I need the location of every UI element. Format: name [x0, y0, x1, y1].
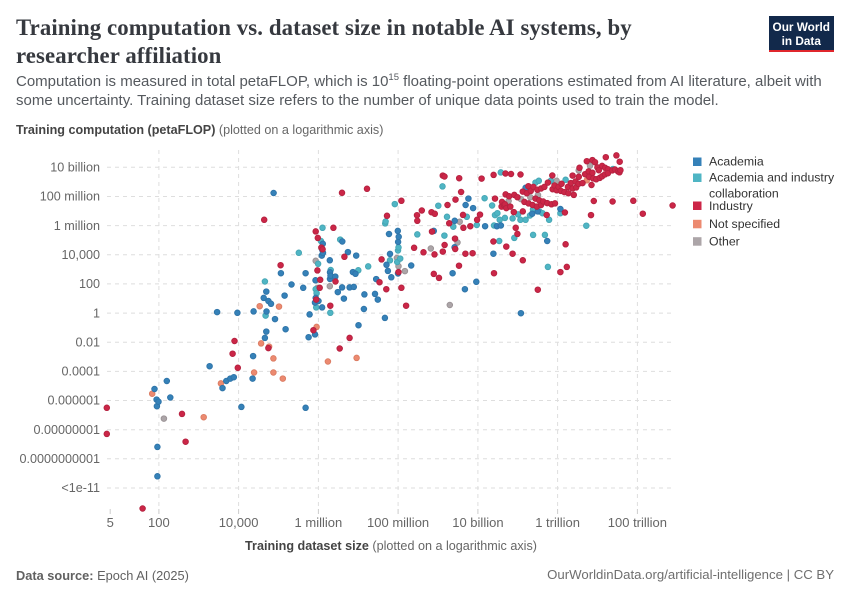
svg-text:10,000: 10,000: [219, 515, 259, 530]
svg-text:0.01: 0.01: [75, 335, 100, 349]
svg-text:<1e-11: <1e-11: [61, 481, 100, 495]
svg-text:0.000001: 0.000001: [47, 394, 100, 408]
svg-text:collaboration: collaboration: [709, 187, 779, 201]
svg-text:Industry: Industry: [709, 199, 754, 213]
svg-text:10 billion: 10 billion: [50, 161, 100, 175]
svg-text:100 million: 100 million: [40, 190, 100, 204]
svg-text:1 million: 1 million: [295, 515, 343, 530]
svg-text:100 trillion: 100 trillion: [608, 515, 667, 530]
svg-text:0.0000000001: 0.0000000001: [19, 452, 100, 466]
svg-text:1 trillion: 1 trillion: [535, 515, 580, 530]
svg-text:Not specified: Not specified: [709, 217, 780, 231]
svg-text:Other: Other: [709, 235, 740, 249]
svg-text:100: 100: [79, 277, 100, 291]
svg-text:1 million: 1 million: [54, 219, 100, 233]
svg-text:100 million: 100 million: [367, 515, 429, 530]
svg-text:10,000: 10,000: [61, 248, 100, 262]
svg-text:Academia and industry: Academia and industry: [709, 171, 835, 185]
svg-text:0.00000001: 0.00000001: [33, 423, 100, 437]
svg-text:Training dataset size (plotted: Training dataset size (plotted on a loga…: [245, 539, 537, 553]
svg-text:5: 5: [107, 515, 114, 530]
svg-text:10 billion: 10 billion: [452, 515, 503, 530]
svg-text:0.0001: 0.0001: [61, 365, 100, 379]
svg-text:100: 100: [148, 515, 170, 530]
svg-text:1: 1: [93, 306, 100, 320]
svg-text:Academia: Academia: [709, 155, 764, 169]
